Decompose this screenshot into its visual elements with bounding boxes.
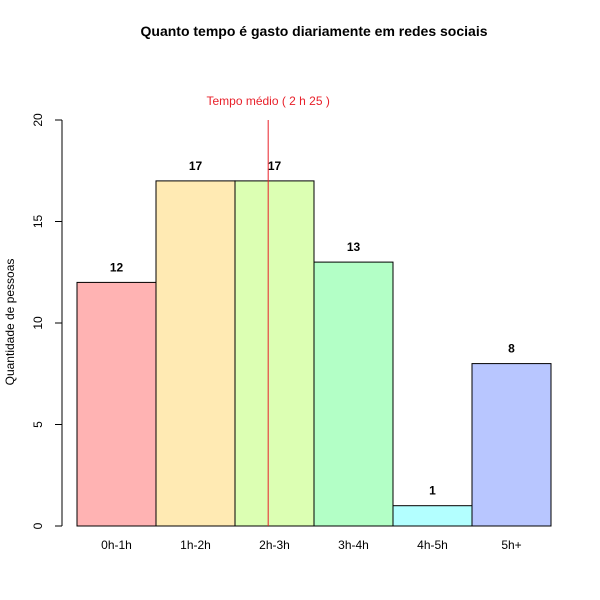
bar-value-labels: 12 17 17 13 1 8: [110, 159, 515, 498]
x-tick-label-5h+: 5h+: [501, 538, 521, 552]
bar-4h-5h: [392, 505, 473, 527]
bar-value-label-1h-2h: 17: [189, 159, 203, 173]
bar-3h-4h: [313, 261, 394, 527]
y-tick-label-0: 0: [31, 522, 45, 529]
bar-value-label-0h-1h: 12: [110, 260, 124, 274]
bar-2h-3h: [234, 180, 315, 527]
bar-value-label-4h-5h: 1: [429, 484, 436, 498]
mean-line-label: Tempo médio ( 2 h 25 ): [206, 94, 329, 108]
x-tick-label-2h-3h: 2h-3h: [259, 538, 290, 552]
bar-value-label-3h-4h: 13: [347, 240, 361, 254]
y-axis: 0 5 10 15 20: [31, 113, 63, 529]
bar-5h+: [471, 363, 552, 527]
bar-value-label-5h+: 8: [508, 342, 515, 356]
y-axis-label: Quantidade de pessoas: [3, 259, 17, 386]
bars-group: [76, 180, 552, 527]
x-axis-ticks: 0h-1h 1h-2h 2h-3h 3h-4h 4h-5h 5h+: [101, 538, 522, 552]
bar-value-label-2h-3h: 17: [268, 159, 282, 173]
y-tick-label-5: 5: [31, 421, 45, 428]
x-tick-label-1h-2h: 1h-2h: [180, 538, 211, 552]
bar-1h-2h: [155, 180, 236, 527]
mean-line-group: Tempo médio ( 2 h 25 ): [206, 94, 330, 526]
chart-title: Quanto tempo é gasto diariamente em rede…: [141, 23, 488, 39]
x-tick-label-3h-4h: 3h-4h: [338, 538, 369, 552]
y-tick-label-15: 15: [31, 215, 45, 229]
x-tick-label-0h-1h: 0h-1h: [101, 538, 132, 552]
y-tick-label-20: 20: [31, 113, 45, 127]
y-tick-label-10: 10: [31, 316, 45, 330]
x-tick-label-4h-5h: 4h-5h: [417, 538, 448, 552]
bar-0h-1h: [76, 281, 157, 527]
